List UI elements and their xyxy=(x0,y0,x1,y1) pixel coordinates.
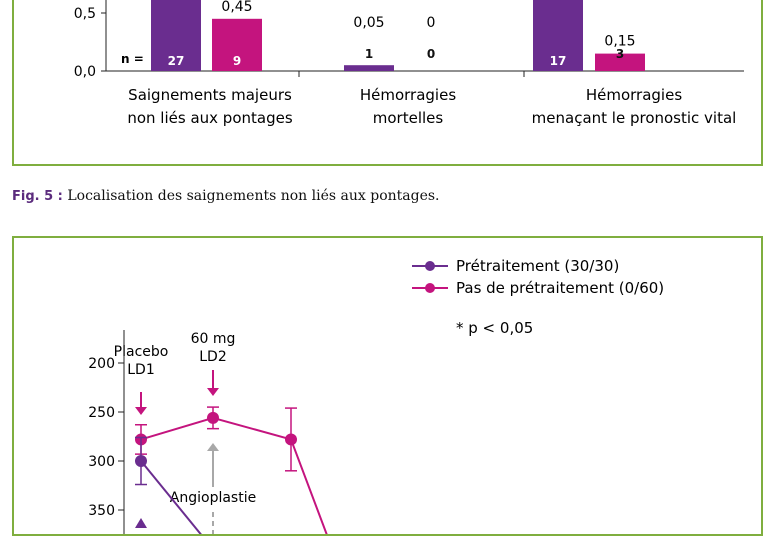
data-point-pretreatment xyxy=(135,455,147,467)
ld2-arrow-head xyxy=(207,388,219,396)
legend-label: Prétraitement (30/30) xyxy=(456,257,619,275)
annotation-label: Angioplastie xyxy=(170,490,256,506)
angioplasty-arrow-head xyxy=(207,443,219,451)
bar-n-label: 1 xyxy=(365,47,373,61)
figure-number: Fig. 5 : xyxy=(12,189,63,204)
y-tick-label: 200 xyxy=(88,356,115,372)
figure-caption-text: Localisation des saignements non liés au… xyxy=(67,188,440,204)
significance-note: * p < 0,05 xyxy=(456,319,533,337)
y-tick-label: 350 xyxy=(88,503,115,519)
annotation-label: 60 mg xyxy=(191,331,236,347)
category-label: menaçant le pronostic vital xyxy=(532,109,737,127)
figure-caption: Fig. 5 : Localisation des saignements no… xyxy=(12,188,440,204)
bar-value-label: 0,15 xyxy=(604,34,635,50)
legend-marker xyxy=(425,283,435,293)
category-label: Hémorragies xyxy=(360,86,456,104)
bar xyxy=(533,0,583,71)
line-chart: 350 300 250 200 Prétraitement (30/30) Pas de … xyxy=(88,257,664,538)
line-chart-panel: 350 300 250 200 Prétraitement (30/30) Pas de … xyxy=(12,236,763,538)
legend-label: Pas de prétraitement (0/60) xyxy=(456,279,664,297)
bar-chart: 0,0 0,5 n = 27 1 0,05 17 9 0,45 0 0 30,15 Saignement… xyxy=(74,0,744,127)
bar xyxy=(151,0,201,71)
bar xyxy=(344,65,394,71)
bar-n-label: 3 xyxy=(616,47,624,61)
pretreatment-marker-partial xyxy=(135,518,147,528)
y-tick-label: 0,0 xyxy=(74,64,96,80)
y-tick-label: 300 xyxy=(88,454,115,470)
annotation-label: LD1 xyxy=(127,362,155,378)
annotation-label: Placebo xyxy=(114,344,169,360)
bar-n-label: 0 xyxy=(427,47,435,61)
bar-n-label: 27 xyxy=(168,54,185,68)
placebo-arrow-head xyxy=(135,407,147,415)
n-label: n = xyxy=(121,52,144,66)
bar-value-label: 0 xyxy=(427,15,436,31)
data-point-no-pretreatment xyxy=(207,411,219,424)
series-line-no-pretreatment xyxy=(140,416,330,538)
bar-n-label: 17 xyxy=(550,54,567,68)
legend-marker xyxy=(425,261,435,271)
bar xyxy=(595,53,645,71)
bar-value-label: 0,45 xyxy=(221,0,252,15)
y-tick-label: 250 xyxy=(88,405,115,421)
category-label: mortelles xyxy=(373,109,444,127)
category-label: Saignements majeurs xyxy=(128,86,292,104)
bar-n-label: 9 xyxy=(233,54,241,68)
category-label: Hémorragies xyxy=(586,86,682,104)
category-label: non liés aux pontages xyxy=(127,109,292,127)
data-point-no-pretreatment xyxy=(285,433,297,446)
y-tick-label: 0,5 xyxy=(74,6,96,22)
annotation-label: LD2 xyxy=(199,349,227,365)
bar xyxy=(212,18,262,71)
bar-chart-panel: 0,0 0,5 n = 27 1 0,05 17 9 0,45 0 0 3 0,15 Saignement… xyxy=(12,0,763,166)
bar-value-label: 0,05 xyxy=(353,15,384,31)
